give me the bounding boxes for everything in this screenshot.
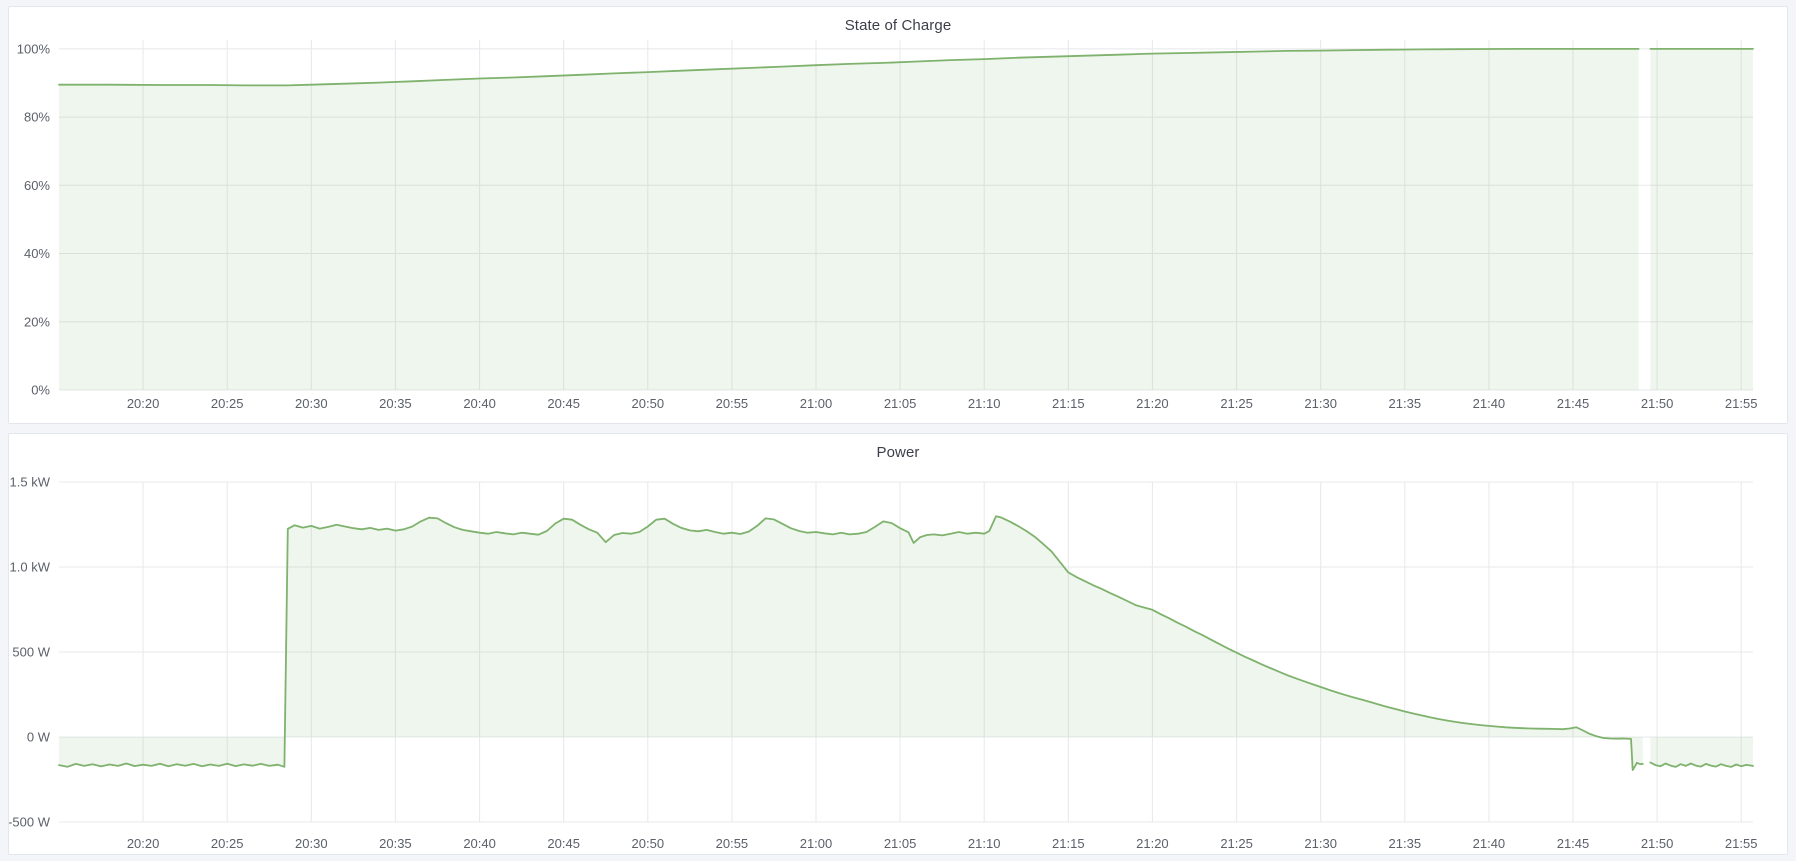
x-axis-tick-label: 20:30 [295, 396, 328, 411]
panel-power: Power -500 W 0 W 500 W 1.0 kW 1.5 kW 20:20 20:… [8, 433, 1788, 855]
x-axis-tick-label: 21:45 [1557, 836, 1590, 851]
x-axis-tick-label: 21:15 [1052, 396, 1085, 411]
y-axis-tick-label: 100% [17, 41, 51, 56]
x-axis-tick-label: 20:50 [632, 836, 665, 851]
x-axis-tick-label: 20:25 [211, 396, 244, 411]
x-axis-tick-label: 21:50 [1641, 836, 1674, 851]
x-axis-tick-label: 21:45 [1557, 396, 1590, 411]
series-line [58, 48, 1754, 87]
axis-labels: 0% 20% 40% 60% 80% 100% 20:20 20:25 20:30 20:35 20… [17, 41, 1758, 411]
y-axis-tick-label: 40% [24, 246, 50, 261]
x-axis-tick-label: 21:40 [1473, 396, 1506, 411]
y-axis-tick-label: -500 W [9, 815, 51, 830]
y-axis-tick-label: 500 W [12, 645, 50, 660]
state-of-charge-panel-title[interactable]: State of Charge [844, 17, 952, 34]
grid-layer [59, 40, 1753, 391]
x-axis-tick-label: 21:55 [1725, 396, 1758, 411]
x-axis-tick-label: 21:50 [1641, 396, 1674, 411]
y-axis-tick-label: 1.5 kW [10, 475, 51, 490]
x-axis-tick-label: 20:40 [463, 396, 496, 411]
x-axis-tick-label: 21:35 [1389, 836, 1422, 851]
x-axis-tick-label: 21:55 [1725, 836, 1758, 851]
x-axis-tick-label: 20:20 [127, 396, 160, 411]
x-axis-tick-label: 21:05 [884, 396, 917, 411]
y-axis-tick-label: 1.0 kW [10, 560, 51, 575]
x-axis-tick-label: 21:20 [1136, 396, 1169, 411]
x-axis-tick-label: 21:00 [800, 396, 833, 411]
y-axis-tick-label: 20% [24, 314, 50, 329]
x-axis-tick-label: 20:55 [716, 396, 749, 411]
x-axis-tick-label: 20:25 [211, 836, 244, 851]
x-axis-tick-label: 20:45 [547, 396, 580, 411]
x-axis-tick-label: 20:50 [632, 396, 665, 411]
x-axis-tick-label: 20:40 [463, 836, 496, 851]
x-axis-tick-label: 21:10 [968, 396, 1001, 411]
x-axis-tick-label: 21:30 [1304, 836, 1337, 851]
x-axis-tick-label: 21:25 [1220, 396, 1253, 411]
grid-layer [59, 481, 1753, 823]
x-axis-tick-label: 21:05 [884, 836, 917, 851]
state-of-charge-chart[interactable]: 0% 20% 40% 60% 80% 100% 20:20 20:25 20:30 20:35 20… [9, 7, 1787, 423]
y-axis-tick-label: 0 W [27, 730, 51, 745]
panel-state-of-charge: State of Charge 0% 20% 40% 60% 80% 100% 20:20 2… [8, 6, 1788, 424]
y-axis-tick-label: 80% [24, 110, 50, 125]
x-axis-tick-label: 21:10 [968, 836, 1001, 851]
axis-labels: -500 W 0 W 500 W 1.0 kW 1.5 kW 20:20 20:25 20:3… [9, 475, 1757, 852]
series-area [59, 48, 1753, 391]
x-axis-tick-label: 20:45 [547, 836, 580, 851]
x-axis-tick-label: 21:40 [1473, 836, 1506, 851]
x-axis-tick-label: 20:35 [379, 396, 412, 411]
x-axis-tick-label: 21:00 [800, 836, 833, 851]
x-axis-tick-label: 20:30 [295, 836, 328, 851]
power-panel-title[interactable]: Power [876, 444, 920, 461]
x-axis-tick-label: 20:55 [716, 836, 749, 851]
y-axis-tick-label: 60% [24, 178, 50, 193]
x-axis-tick-label: 21:20 [1136, 836, 1169, 851]
x-axis-tick-label: 20:20 [127, 836, 160, 851]
series-line [58, 515, 1754, 771]
x-axis-tick-label: 20:35 [379, 836, 412, 851]
y-axis-tick-label: 0% [31, 383, 50, 398]
power-chart[interactable]: -500 W 0 W 500 W 1.0 kW 1.5 kW 20:20 20:25 20:3… [9, 434, 1787, 854]
x-axis-tick-label: 21:30 [1304, 396, 1337, 411]
x-axis-tick-label: 21:15 [1052, 836, 1085, 851]
x-axis-tick-label: 21:35 [1389, 396, 1422, 411]
x-axis-tick-label: 21:25 [1220, 836, 1253, 851]
series-area [59, 516, 1753, 771]
